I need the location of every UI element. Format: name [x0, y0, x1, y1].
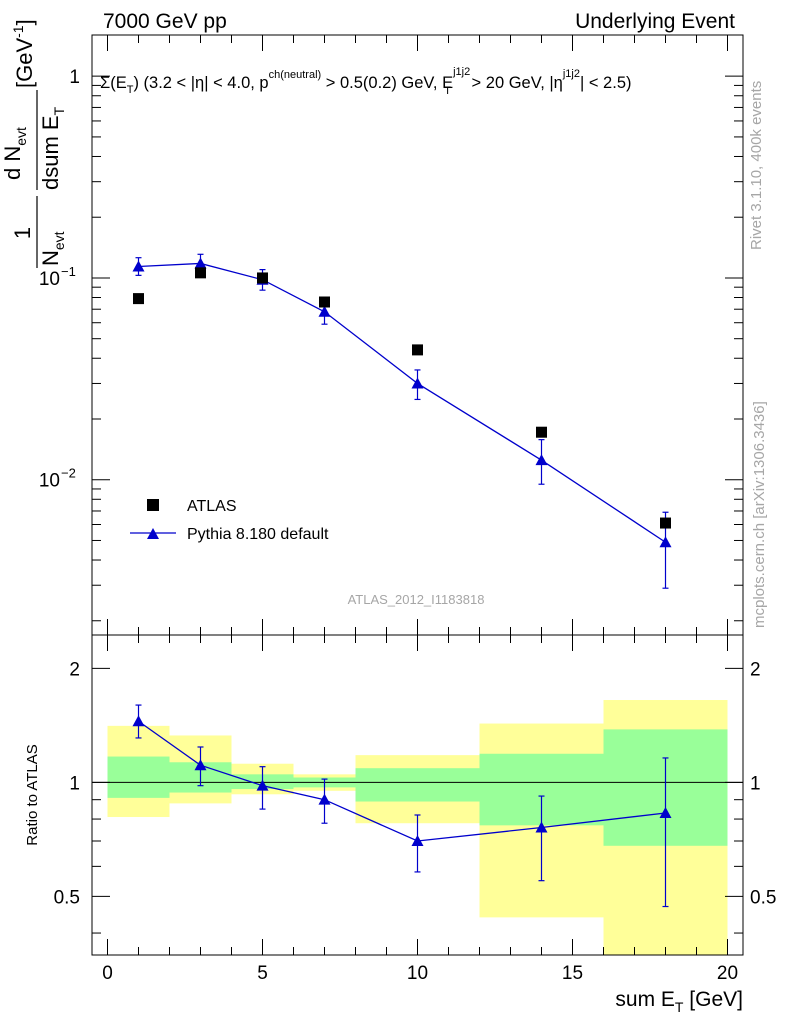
main-y-ticks: [92, 75, 743, 622]
legend-mc-marker: [147, 528, 159, 539]
main-frame: [91, 34, 744, 636]
atlas-point: [536, 426, 547, 438]
atlas-point: [319, 296, 330, 308]
mc-markers: [132, 257, 672, 548]
y-label-dsum: dsum ET: [38, 106, 67, 190]
main-y-tick-exponent: −2: [61, 466, 76, 481]
x-tick-label: 20: [717, 963, 738, 984]
mc-point: [535, 454, 548, 466]
ratio-y-tick-label: 1: [69, 773, 80, 794]
ratio-point: [318, 793, 331, 805]
ratio-y-tick-label: 0.5: [54, 887, 80, 908]
mc-point: [194, 257, 207, 269]
atlas-point: [660, 517, 671, 529]
ratio-point: [411, 835, 424, 847]
ratio-point: [256, 779, 269, 791]
x-axis-label: sum ET [GeV]: [615, 988, 743, 1015]
main-y-tick-label: 10: [39, 269, 60, 290]
main-y-tick-label: 1: [69, 67, 80, 88]
ratio-y-label: Ratio to ATLAS: [24, 744, 41, 845]
mcplots-source-label: mcplots.cern.ch [arXiv:1306.3436]: [751, 401, 768, 628]
x-tick-label: 5: [257, 963, 268, 984]
ratio-y-ticks: 0.5 0.5 1 1 2 2: [54, 659, 776, 934]
ratio-y-tick-label-right: 1: [750, 773, 761, 794]
mc-point: [318, 305, 331, 317]
ratio-point: [194, 759, 207, 771]
ratio-y-tick-label: 2: [69, 659, 80, 680]
mc-point: [659, 536, 672, 548]
main-y-tick-label: 10: [39, 471, 60, 492]
legend-atlas-label: ATLAS: [187, 498, 237, 515]
y-label-unit: [GeV-1]: [10, 19, 37, 88]
header-right: Underlying Event: [575, 10, 735, 33]
plot-title: Σ(ET) (3.2 < |η| < 4.0, pch(neutral) > 0…: [100, 66, 632, 97]
ratio-x-ticks: 0 5 10 15 20: [102, 635, 738, 984]
main-panel: 110−110−2 Σ(ET) (3.2 < |η| < 4.0, pch(ne…: [39, 34, 744, 636]
main-x-ticks: [107, 35, 728, 635]
mc-point: [411, 377, 424, 389]
x-tick-label: 15: [562, 963, 583, 984]
ratio-y-tick-label-right: 0.5: [750, 887, 776, 908]
legend: ATLAS Pythia 8.180 default: [130, 498, 329, 543]
ratio-point: [659, 807, 672, 819]
ratio-band-inner: [355, 768, 480, 802]
main-y-tick-exponent: −1: [61, 264, 76, 279]
atlas-point: [195, 267, 206, 279]
ratio-point: [535, 821, 548, 833]
x-tick-label: 10: [407, 963, 428, 984]
atlas-point: [412, 344, 423, 356]
ratio-panel: 0.5 0.5 1 1 2 2 0 5 10 15 20 Ratio to ATLAS sum E…: [24, 634, 776, 1015]
ratio-y-tick-label-right: 2: [750, 659, 761, 680]
main-y-label: 1 Nevt d Nevt dsum ET [GeV-1]: [0, 19, 67, 268]
x-tick-label: 0: [102, 963, 113, 984]
ratio-markers: [132, 715, 672, 847]
y-label-dn: d Nevt: [0, 127, 29, 180]
analysis-watermark: ATLAS_2012_I1183818: [348, 592, 485, 607]
y-label-nevt: Nevt: [38, 231, 67, 266]
ratio-point: [132, 715, 145, 727]
atlas-point: [133, 293, 144, 305]
y-label-one: 1: [10, 227, 35, 239]
main-y-tick-labels: 110−110−2: [39, 67, 80, 492]
rivet-version-label: Rivet 3.1.10, 400k events: [748, 81, 765, 250]
ratio-band-inner: [107, 756, 170, 798]
atlas-point: [257, 272, 268, 284]
legend-atlas-marker: [147, 499, 159, 511]
legend-mc-label: Pythia 8.180 default: [187, 526, 329, 543]
mc-point: [132, 260, 145, 272]
header-left: 7000 GeV pp: [103, 10, 227, 33]
atlas-markers: [133, 267, 671, 529]
